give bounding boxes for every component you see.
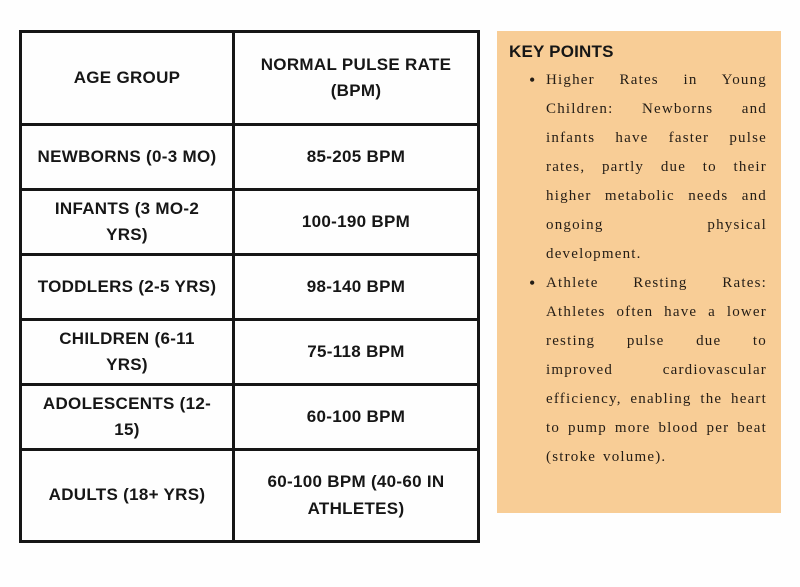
pulse-rate-cell: 100-190 BPM: [232, 188, 480, 256]
table-header-row: AGE GROUP NORMAL PULSE RATE (BPM): [19, 30, 480, 126]
key-points-panel: KEY POINTS Higher Rates in Young Childre…: [497, 31, 781, 513]
age-group-cell: ADOLESCENTS (12-15): [19, 383, 235, 451]
pulse-rate-cell: 85-205 BPM: [232, 123, 480, 191]
col-header-pulse-rate: NORMAL PULSE RATE (BPM): [232, 30, 480, 126]
table-row-newborns: NEWBORNS (0-3 MO) 85-205 BPM: [19, 123, 480, 191]
key-point-item-athlete-rates: Athlete Resting Rates: Athletes often ha…: [529, 269, 767, 472]
pulse-rate-cell: 98-140 BPM: [232, 253, 480, 321]
pulse-rate-cell: 60-100 BPM: [232, 383, 480, 451]
pulse-rate-cell: 60-100 BPM (40-60 IN ATHLETES): [232, 448, 480, 543]
age-group-cell: TODDLERS (2-5 YRS): [19, 253, 235, 321]
key-points-list: Higher Rates in Young Children: Newborns…: [509, 66, 767, 472]
table-row-adults: ADULTS (18+ YRS) 60-100 BPM (40-60 IN AT…: [19, 448, 480, 543]
table-row-toddlers: TODDLERS (2-5 YRS) 98-140 BPM: [19, 253, 480, 321]
table-row-infants: INFANTS (3 MO-2 YRS) 100-190 BPM: [19, 188, 480, 256]
key-points-title: KEY POINTS: [509, 42, 614, 61]
col-header-age-group: AGE GROUP: [19, 30, 235, 126]
age-group-cell: NEWBORNS (0-3 MO): [19, 123, 235, 191]
pulse-rate-table: AGE GROUP NORMAL PULSE RATE (BPM) NEWBOR…: [19, 30, 480, 543]
pulse-rate-cell: 75-118 BPM: [232, 318, 480, 386]
age-group-cell: CHILDREN (6-11 YRS): [19, 318, 235, 386]
age-group-cell: INFANTS (3 MO-2 YRS): [19, 188, 235, 256]
table-row-adolescents: ADOLESCENTS (12-15) 60-100 BPM: [19, 383, 480, 451]
table-row-children: CHILDREN (6-11 YRS) 75-118 BPM: [19, 318, 480, 386]
key-point-item-young-children: Higher Rates in Young Children: Newborns…: [529, 66, 767, 269]
age-group-cell: ADULTS (18+ YRS): [19, 448, 235, 543]
